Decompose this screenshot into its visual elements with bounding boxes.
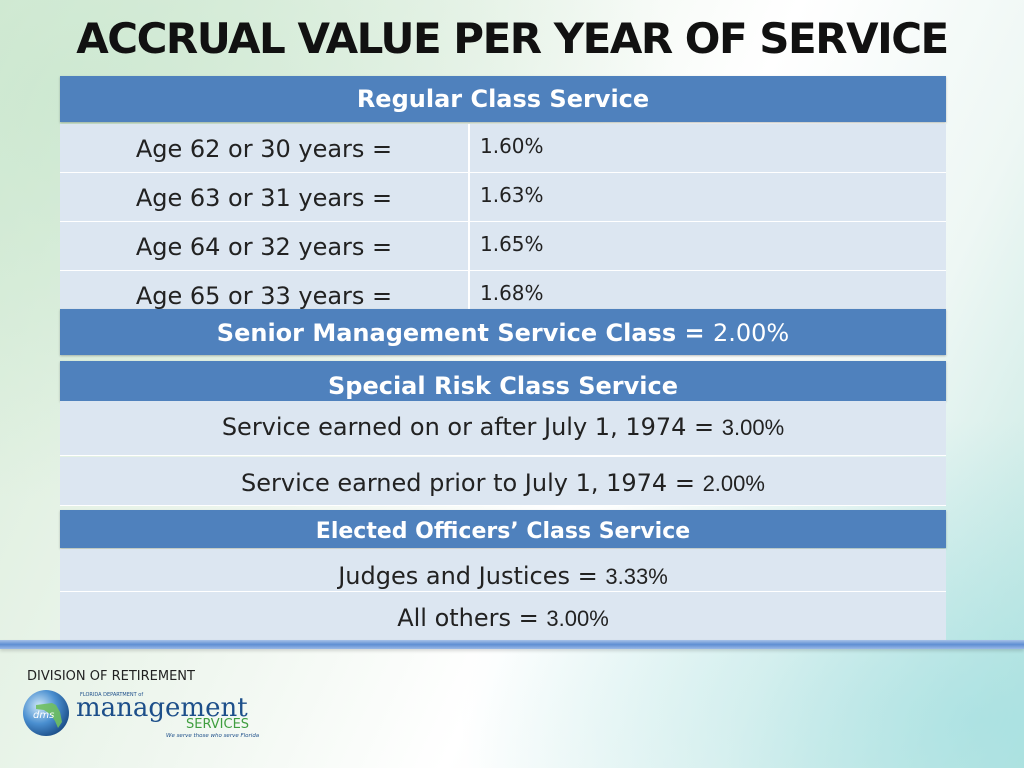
elected-officers-header: Elected Officers’ Class Service: [60, 510, 946, 548]
service-rule-label: Service earned on or after July 1, 1974 …: [221, 413, 715, 441]
officer-rule-label: All others =: [397, 604, 539, 632]
logo-badge: dms: [33, 710, 54, 721]
florida-icon: [36, 703, 62, 728]
service-rule: Service earned on or after July 1, 1974 …: [60, 401, 946, 454]
dms-logo: dms FLORIDA DEPARTMENT of management SER…: [23, 690, 260, 739]
service-rule-value: 3.00%: [721, 415, 785, 440]
special-risk-header-label: Special Risk Class Service: [327, 372, 678, 400]
table-row: Age 65 or 33 years = 1.68%: [60, 271, 946, 310]
officer-rule-label: Judges and Justices =: [338, 562, 598, 590]
logo-tagline: We serve those who serve Florida: [166, 733, 260, 739]
logo-main: management: [76, 693, 248, 723]
table-row: All others = 3.00%: [60, 592, 946, 641]
table-row: Age 64 or 32 years = 1.65%: [60, 222, 946, 271]
rate-value: 1.60%: [480, 134, 544, 158]
officer-rule-value: 3.00%: [546, 606, 609, 631]
footer-divider: [0, 640, 1024, 649]
special-risk-header: Special Risk Class Service: [60, 361, 946, 401]
service-rule-label: Service earned prior to July 1, 1974 =: [241, 469, 695, 497]
service-rule: Service earned prior to July 1, 1974 = 2…: [60, 457, 946, 510]
logo-small: FLORIDA DEPARTMENT of: [80, 692, 143, 698]
table-row: Age 62 or 30 years = 1.60%: [60, 124, 946, 173]
officer-rule-value: 3.33%: [605, 564, 668, 589]
table-row: Service earned prior to July 1, 1974 = 2…: [60, 457, 946, 506]
rate-value: 1.65%: [480, 232, 544, 256]
logo-sub: SERVICES: [186, 717, 249, 732]
age-label: Age 63 or 31 years =: [60, 173, 470, 221]
age-label: Age 64 or 32 years =: [60, 222, 470, 270]
table-row: Judges and Justices = 3.33%: [60, 549, 946, 592]
regular-class-header: Regular Class Service: [60, 76, 946, 122]
table-row: Service earned on or after July 1, 1974 …: [60, 401, 946, 456]
senior-management-label: Senior Management Service Class =: [216, 319, 705, 347]
regular-class-header-label: Regular Class Service: [356, 85, 650, 113]
rate-value: 1.63%: [480, 183, 544, 207]
officer-rule: Judges and Justices = 3.33%: [60, 549, 946, 591]
table-row: Age 63 or 31 years = 1.63%: [60, 173, 946, 222]
service-rule-value: 2.00%: [702, 471, 765, 496]
officer-rule: All others = 3.00%: [60, 592, 946, 645]
age-label: Age 62 or 30 years =: [60, 124, 470, 172]
elected-officers-header-label: Elected Officers’ Class Service: [315, 519, 691, 544]
age-label: Age 65 or 33 years =: [60, 271, 470, 309]
rate-value: 1.68%: [480, 281, 544, 305]
senior-management-band: Senior Management Service Class = 2.00%: [60, 309, 946, 355]
slide-title: ACCRUAL VALUE PER YEAR OF SERVICE: [76, 14, 949, 63]
division-label: DIVISION OF RETIREMENT: [27, 669, 195, 684]
senior-management-value: 2.00%: [712, 319, 790, 347]
